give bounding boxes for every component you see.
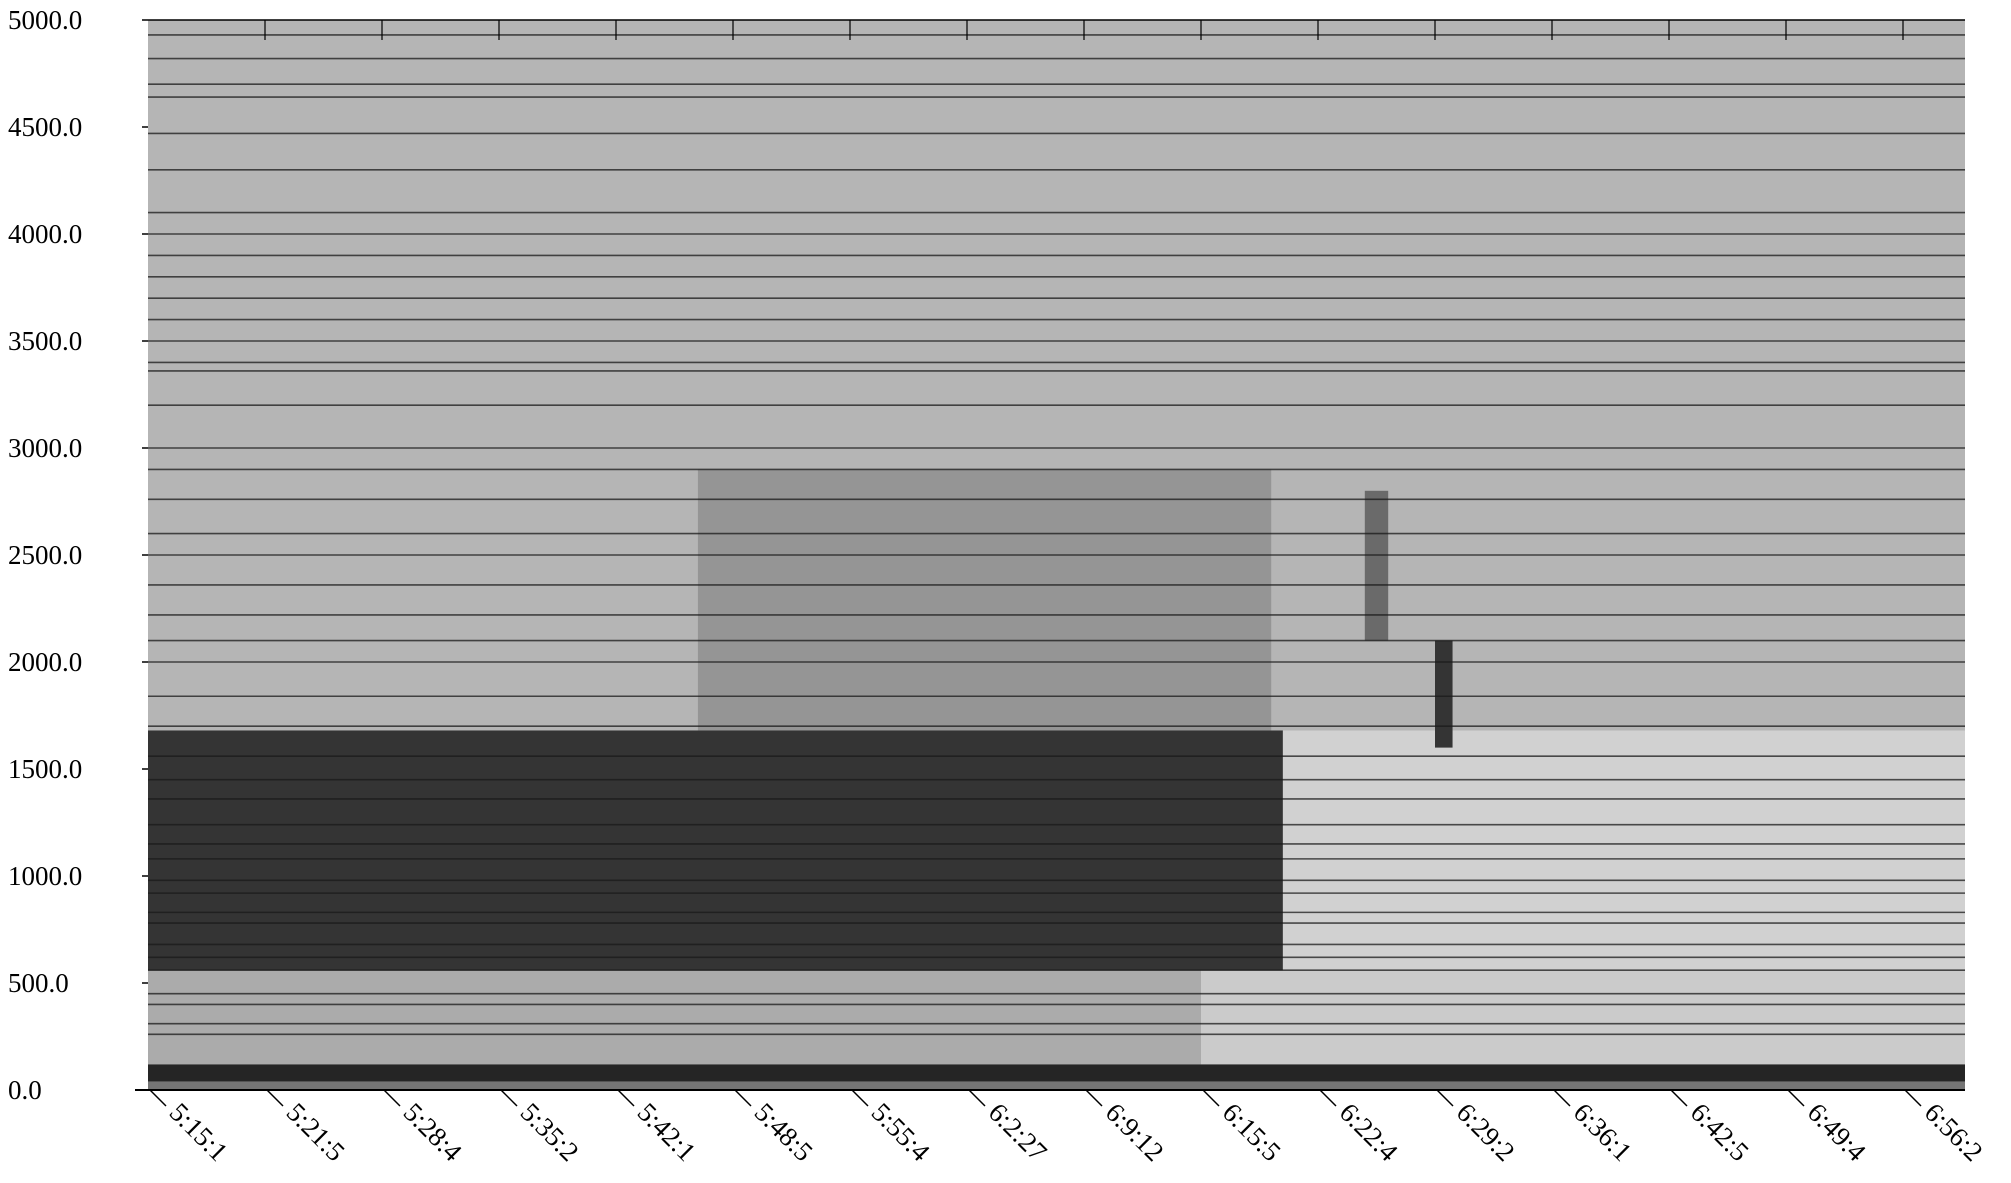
- x-tick-mark: [500, 1089, 518, 1107]
- spectrogram-band: [1282, 730, 1965, 971]
- y-tick-label: 1000.0: [8, 861, 82, 891]
- x-tick-mark: [1553, 1089, 1571, 1107]
- x-tick-mark: [149, 1089, 167, 1107]
- spectrogram-band: [148, 970, 1201, 1065]
- x-tick-label: 5:35:2: [515, 1097, 585, 1167]
- x-tick-label: 6:29:2: [1451, 1097, 1521, 1167]
- x-tick-label: 6:2:27: [983, 1097, 1053, 1167]
- x-tick-label: 6:36:1: [1568, 1097, 1638, 1167]
- spectrogram-band: [148, 730, 1283, 971]
- x-tick-mark: [1319, 1089, 1337, 1107]
- x-tick-mark: [1202, 1089, 1220, 1107]
- x-tick-mark: [1085, 1089, 1103, 1107]
- spectrogram-band: [148, 1081, 1965, 1090]
- x-tick-label: 5:28:4: [398, 1097, 468, 1167]
- spectrogram-band: [1201, 970, 1965, 1065]
- x-tick-mark: [734, 1089, 752, 1107]
- spectrogram-band: [148, 1064, 1965, 1082]
- x-tick-label: 5:48:5: [749, 1097, 819, 1167]
- x-tick-mark: [968, 1089, 986, 1107]
- x-tick-label: 6:22:4: [1334, 1097, 1404, 1167]
- x-tick-mark: [851, 1089, 869, 1107]
- x-tick-label: 6:42:5: [1685, 1097, 1755, 1167]
- y-tick-label: 500.0: [8, 968, 69, 998]
- y-tick-label: 3000.0: [8, 433, 82, 463]
- x-tick-label: 5:15:1: [164, 1097, 234, 1167]
- x-tick-label: 5:42:1: [632, 1097, 702, 1167]
- spectrogram-band: [1364, 490, 1389, 641]
- plot-area: [148, 20, 1965, 1090]
- x-tick-label: 6:56:2: [1919, 1097, 1989, 1167]
- x-tick-mark: [617, 1089, 635, 1107]
- x-tick-mark: [1670, 1089, 1688, 1107]
- spectrogram-band: [697, 469, 1272, 731]
- x-tick-label: 6:49:4: [1802, 1097, 1872, 1167]
- x-tick-mark: [1787, 1089, 1805, 1107]
- y-tick-label: 5000.0: [8, 5, 82, 35]
- y-tick-label: 1500.0: [8, 754, 82, 784]
- x-tick-mark: [1436, 1089, 1454, 1107]
- x-tick-mark: [1904, 1089, 1922, 1107]
- y-tick-label: 2500.0: [8, 540, 82, 570]
- x-tick-mark: [383, 1089, 401, 1107]
- x-tick-mark: [266, 1089, 284, 1107]
- y-tick-label: 4000.0: [8, 219, 82, 249]
- y-tick-label: 0.0: [8, 1075, 42, 1105]
- x-tick-label: 5:21:5: [281, 1097, 351, 1167]
- x-tick-label: 5:55:4: [866, 1097, 936, 1167]
- y-tick-label: 4500.0: [8, 112, 82, 142]
- y-tick-label: 2000.0: [8, 647, 82, 677]
- x-tick-label: 6:9:12: [1100, 1097, 1170, 1167]
- x-tick-label: 6:15:5: [1217, 1097, 1287, 1167]
- spectrogram-band: [1435, 640, 1453, 748]
- y-tick-label: 3500.0: [8, 326, 82, 356]
